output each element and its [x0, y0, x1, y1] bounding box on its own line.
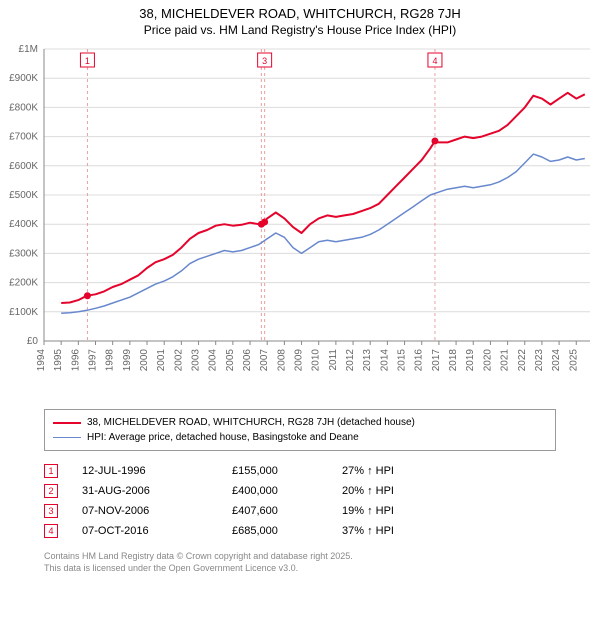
transaction-row: 4 07-OCT-2016£685,00037% ↑ HPI	[44, 521, 556, 541]
x-tick-label: 2000	[139, 349, 150, 372]
title-address: 38, MICHELDEVER ROAD, WHITCHURCH, RG28 7…	[8, 6, 592, 21]
tx-price: £400,000	[232, 485, 342, 497]
y-tick-label: £0	[27, 336, 39, 347]
marker-label: 1	[85, 56, 90, 66]
tx-date: 31-AUG-2006	[82, 485, 232, 497]
y-tick-label: £100K	[9, 307, 38, 318]
chart-container: 38, MICHELDEVER ROAD, WHITCHURCH, RG28 7…	[0, 0, 600, 620]
marker-dot	[431, 137, 438, 144]
x-tick-label: 2008	[276, 349, 287, 372]
y-tick-label: £800K	[9, 102, 38, 113]
tx-date: 07-OCT-2016	[82, 525, 232, 537]
tx-hpi: 19% ↑ HPI	[342, 505, 452, 517]
x-tick-label: 2013	[362, 349, 373, 372]
marker-box: 3	[44, 504, 58, 518]
y-tick-label: £200K	[9, 278, 38, 289]
transaction-row: 2 31-AUG-2006£400,00020% ↑ HPI	[44, 481, 556, 501]
y-tick-label: £400K	[9, 219, 38, 230]
x-tick-label: 2001	[156, 349, 167, 372]
legend-label: 38, MICHELDEVER ROAD, WHITCHURCH, RG28 7…	[87, 415, 415, 430]
y-tick-label: £500K	[9, 190, 38, 201]
x-tick-label: 2018	[448, 349, 459, 372]
x-tick-label: 2024	[551, 349, 562, 372]
chart-area: £0 £100K £200K £300K £400K £500K £600K £700K £80…	[0, 41, 600, 401]
tx-price: £685,000	[232, 525, 342, 537]
x-tick-label: 2003	[191, 349, 202, 372]
footer: Contains HM Land Registry data © Crown c…	[44, 551, 556, 574]
marker-box: 1	[44, 464, 58, 478]
x-tick-label: 2022	[517, 349, 528, 372]
legend-row: HPI: Average price, detached house, Basi…	[53, 430, 547, 445]
x-tick-label: 2015	[397, 349, 408, 372]
x-tick-label: 2009	[294, 349, 305, 372]
tx-price: £407,600	[232, 505, 342, 517]
marker-label: 3	[262, 56, 267, 66]
legend-label: HPI: Average price, detached house, Basi…	[87, 430, 359, 445]
x-tick-label: 1996	[70, 349, 81, 372]
marker-dot	[84, 292, 91, 299]
x-tick-label: 2016	[414, 349, 425, 372]
x-tick-label: 2025	[568, 349, 579, 372]
x-tick-label: 2021	[500, 349, 511, 372]
x-tick-label: 2004	[208, 349, 219, 372]
marker-box: 4	[44, 524, 58, 538]
series-hpi	[61, 154, 585, 313]
transaction-row: 1 12-JUL-1996£155,00027% ↑ HPI	[44, 461, 556, 481]
x-tick-label: 2005	[225, 349, 236, 372]
transaction-row: 3 07-NOV-2006£407,60019% ↑ HPI	[44, 501, 556, 521]
footer-line: This data is licensed under the Open Gov…	[44, 563, 556, 575]
tx-price: £155,000	[232, 465, 342, 477]
x-tick-label: 2011	[328, 349, 339, 371]
tx-date: 12-JUL-1996	[82, 465, 232, 477]
x-tick-label: 2023	[534, 349, 545, 372]
footer-line: Contains HM Land Registry data © Crown c…	[44, 551, 556, 563]
series-price_paid	[61, 93, 585, 303]
y-tick-label: £700K	[9, 132, 38, 143]
y-tick-label: £300K	[9, 248, 38, 259]
x-tick-label: 1999	[122, 349, 133, 372]
x-tick-label: 2007	[259, 349, 270, 372]
y-tick-label: £600K	[9, 161, 38, 172]
x-tick-label: 2017	[431, 349, 442, 372]
marker-box: 2	[44, 484, 58, 498]
tx-hpi: 20% ↑ HPI	[342, 485, 452, 497]
y-tick-label: £900K	[9, 73, 38, 84]
x-tick-label: 2012	[345, 349, 356, 372]
legend: 38, MICHELDEVER ROAD, WHITCHURCH, RG28 7…	[44, 409, 556, 451]
tx-hpi: 27% ↑ HPI	[342, 465, 452, 477]
x-tick-label: 1998	[105, 349, 116, 372]
title-subtitle: Price paid vs. HM Land Registry's House …	[8, 23, 592, 37]
y-tick-label: £1M	[19, 44, 38, 55]
x-tick-label: 2019	[465, 349, 476, 372]
transactions-table: 1 12-JUL-1996£155,00027% ↑ HPI 2 31-AUG-200…	[44, 461, 556, 541]
marker-label: 4	[432, 56, 437, 66]
x-tick-label: 1997	[88, 349, 99, 372]
marker-dot	[261, 218, 268, 225]
x-tick-label: 2014	[379, 349, 390, 372]
x-tick-label: 1994	[36, 349, 47, 372]
tx-date: 07-NOV-2006	[82, 505, 232, 517]
x-tick-label: 2020	[482, 349, 493, 372]
legend-swatch	[53, 422, 81, 424]
title-block: 38, MICHELDEVER ROAD, WHITCHURCH, RG28 7…	[0, 0, 600, 41]
x-tick-label: 2010	[311, 349, 322, 372]
x-tick-label: 1995	[53, 349, 64, 372]
legend-swatch	[53, 437, 81, 438]
tx-hpi: 37% ↑ HPI	[342, 525, 452, 537]
legend-row: 38, MICHELDEVER ROAD, WHITCHURCH, RG28 7…	[53, 415, 547, 430]
x-tick-label: 2002	[173, 349, 184, 372]
chart-svg: £0 £100K £200K £300K £400K £500K £600K £700K £80…	[0, 41, 600, 401]
x-tick-label: 2006	[242, 349, 253, 372]
